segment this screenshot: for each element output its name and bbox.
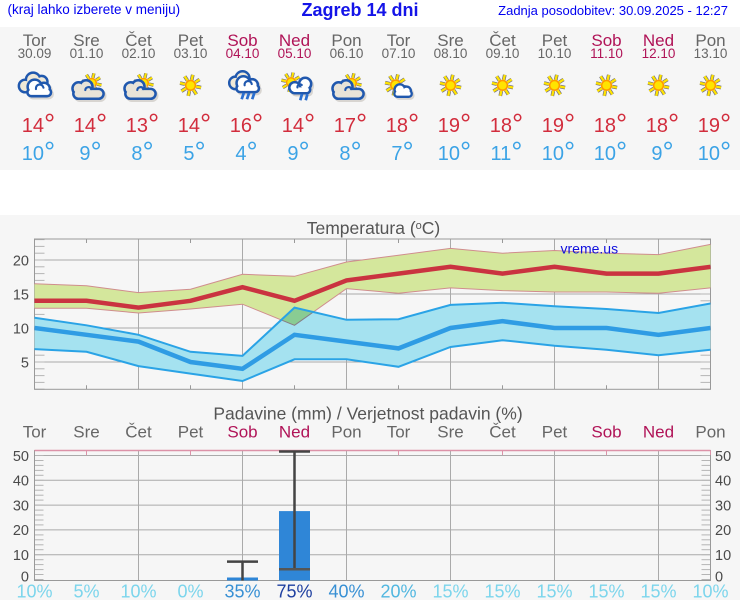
svg-text:Sob: Sob (227, 423, 257, 442)
svg-text:50: 50 (715, 449, 731, 465)
svg-text:Pon: Pon (331, 423, 361, 442)
svg-text:0: 0 (715, 569, 723, 585)
svg-text:Čet: Čet (489, 423, 516, 442)
svg-text:20: 20 (13, 253, 29, 269)
svg-text:15%: 15% (640, 582, 676, 600)
svg-text:15: 15 (13, 287, 29, 303)
svg-text:Tor: Tor (387, 423, 411, 442)
svg-text:Čet: Čet (125, 423, 152, 442)
svg-text:15%: 15% (588, 582, 624, 600)
svg-text:10%: 10% (120, 582, 156, 600)
svg-text:50: 50 (13, 449, 29, 465)
svg-text:0: 0 (21, 569, 29, 585)
svg-text:40%: 40% (328, 582, 364, 600)
svg-text:10: 10 (13, 548, 29, 564)
svg-text:Ned: Ned (279, 423, 310, 442)
svg-text:35%: 35% (224, 582, 260, 600)
svg-text:Pet: Pet (178, 423, 204, 442)
svg-text:10: 10 (13, 321, 29, 337)
svg-text:15%: 15% (536, 582, 572, 600)
svg-text:Sre: Sre (437, 423, 463, 442)
svg-text:10: 10 (715, 548, 731, 564)
svg-text:Temperatura (oC): Temperatura (oC) (307, 218, 441, 238)
svg-text:30: 30 (715, 498, 731, 514)
svg-text:40: 40 (715, 474, 731, 490)
svg-text:Pon: Pon (695, 423, 725, 442)
svg-text:75%: 75% (276, 582, 312, 600)
svg-text:Sob: Sob (591, 423, 621, 442)
svg-text:Sre: Sre (73, 423, 99, 442)
svg-text:20: 20 (13, 523, 29, 539)
svg-text:Ned: Ned (643, 423, 674, 442)
svg-text:Tor: Tor (23, 423, 47, 442)
svg-text:15%: 15% (484, 582, 520, 600)
svg-text:20%: 20% (380, 582, 416, 600)
svg-text:Padavine (mm) / Verjetnost pad: Padavine (mm) / Verjetnost padavin (%) (213, 404, 522, 424)
svg-text:Pet: Pet (542, 423, 568, 442)
svg-text:40: 40 (13, 474, 29, 490)
svg-text:15%: 15% (432, 582, 468, 600)
svg-text:30: 30 (13, 498, 29, 514)
svg-text:5%: 5% (73, 582, 99, 600)
svg-text:10%: 10% (692, 582, 728, 600)
svg-text:5: 5 (21, 355, 29, 371)
svg-text:10%: 10% (16, 582, 52, 600)
svg-text:vreme.us: vreme.us (561, 241, 619, 257)
svg-text:20: 20 (715, 523, 731, 539)
svg-text:0%: 0% (177, 582, 203, 600)
